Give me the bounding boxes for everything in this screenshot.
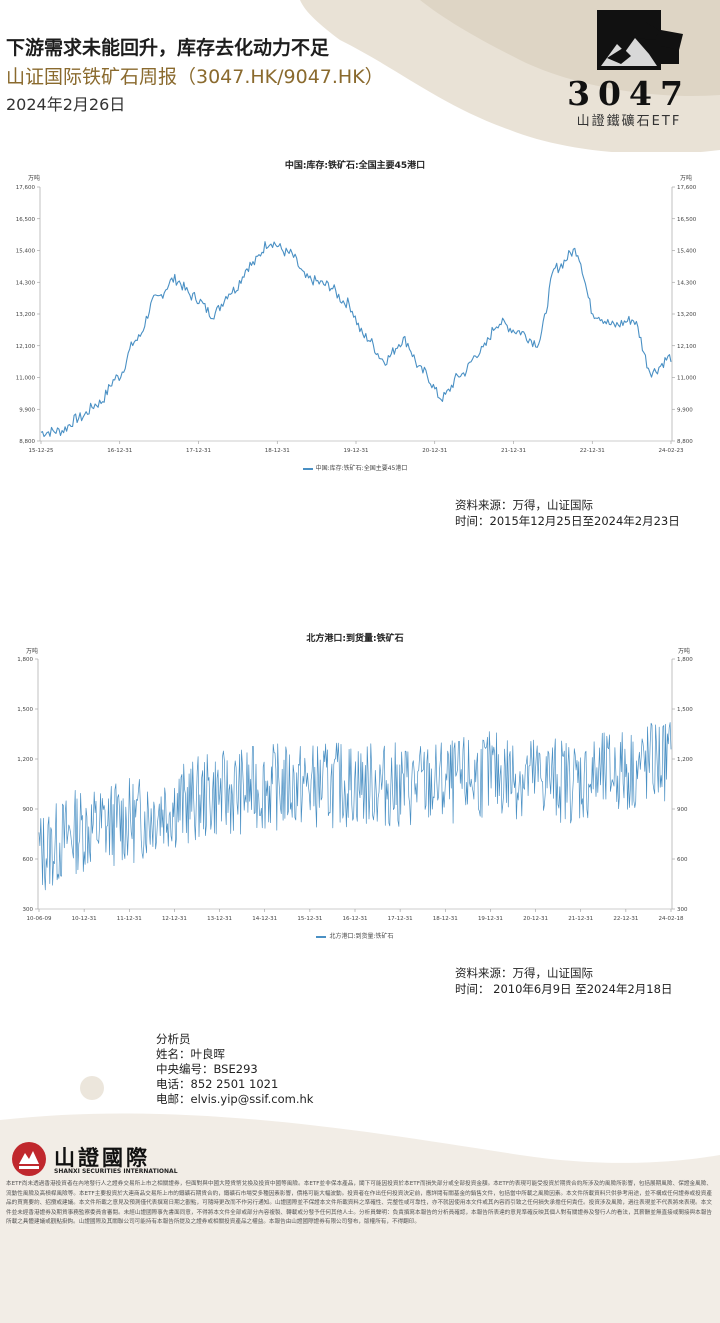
y-tick-label-right: 11,000 bbox=[677, 376, 697, 382]
source-text: 资料来源：万得，山证国际 bbox=[455, 966, 593, 980]
y-tick-label-right: 9,900 bbox=[677, 407, 693, 413]
company-name-en: SHANXI SECURITIES INTERNATIONAL bbox=[54, 1168, 178, 1175]
company-emblem-icon bbox=[12, 1142, 46, 1176]
chart2-source: 资料来源：万得，山证国际 时间： 2010年6月9日 至2024年2月18日 bbox=[455, 965, 672, 997]
y-tick-label-left: 8,800 bbox=[19, 439, 35, 445]
y-tick-label-left: 900 bbox=[23, 807, 34, 813]
legend-label: 中国:库存:铁矿石:全国主要45港口 bbox=[315, 465, 408, 472]
y-tick-label-left: 1,800 bbox=[17, 657, 33, 663]
chart-north-port-arrivals: 1,800 1,800 1,500 1,500 1,200 1,200 900 900 600 6… bbox=[17, 657, 693, 922]
time-range-text: 时间： 2010年6月9日 至2024年2月18日 bbox=[455, 982, 673, 996]
x-tick-label: 18-12-31 bbox=[265, 448, 290, 454]
chart-title: 北方港口:到货量:铁矿石 bbox=[306, 634, 404, 644]
y-tick-label-right: 15,400 bbox=[677, 249, 697, 255]
legend-swatch bbox=[302, 467, 313, 470]
etf-code: 3047 bbox=[567, 74, 691, 113]
y-tick-label-left: 600 bbox=[23, 857, 34, 863]
y-tick-label-right: 1,500 bbox=[677, 707, 693, 713]
analyst-phone: 电话：852 2501 1021 bbox=[156, 1077, 279, 1091]
report-header: 下游需求未能回升，库存去化动力不足 山证国际铁矿石周报（3047.HK/9047… bbox=[6, 34, 384, 118]
y-axis-unit-left: 万吨 bbox=[26, 648, 39, 655]
etf-logo: 3047 山證鐵礦石ETF bbox=[565, 8, 693, 132]
y-tick-label-left: 15,400 bbox=[16, 249, 36, 255]
y-tick-label-right: 17,600 bbox=[677, 185, 697, 191]
analyst-name: 姓名：叶良晖 bbox=[156, 1047, 225, 1061]
analyst-info: 分析员 姓名：叶良晖 中央编号：BSE293 电话：852 2501 1021 … bbox=[156, 1032, 313, 1107]
chart-panel-north-port-arrivals: 北方港口:到货量:铁矿石 万吨 万吨 1,800 1,800 1,500 1,500 1… bbox=[10, 625, 700, 945]
y-tick-label-left: 12,100 bbox=[16, 344, 36, 350]
x-tick-label: 17-12-31 bbox=[388, 916, 413, 922]
excavator-logo-icon bbox=[597, 10, 683, 70]
y-tick-label-left: 1,200 bbox=[17, 757, 33, 763]
x-tick-label: 22-12-31 bbox=[580, 448, 605, 454]
y-tick-label-right: 900 bbox=[677, 807, 688, 813]
chart-panel-port-inventory: 中国:库存:铁矿石:全国主要45港口 万吨 万吨 17,600 17,600 16,… bbox=[10, 152, 700, 482]
x-tick-label: 10-12-31 bbox=[72, 916, 97, 922]
x-tick-label: 20-12-31 bbox=[523, 916, 548, 922]
x-tick-label: 22-12-31 bbox=[613, 916, 638, 922]
x-tick-label: 12-12-31 bbox=[162, 916, 187, 922]
y-tick-label-right: 1,200 bbox=[677, 757, 693, 763]
x-tick-label: 21-12-31 bbox=[568, 916, 593, 922]
x-tick-label: 15-12-25 bbox=[29, 448, 54, 454]
y-tick-label-right: 16,500 bbox=[677, 217, 697, 223]
chart-legend: 中国:库存:铁矿石:全国主要45港口 bbox=[10, 463, 700, 472]
y-tick-label-left: 16,500 bbox=[16, 217, 36, 223]
x-tick-label: 21-12-31 bbox=[501, 448, 526, 454]
report-subtitle: 山证国际铁矿石周报（3047.HK/9047.HK） bbox=[6, 66, 384, 88]
x-tick-label: 16-12-31 bbox=[343, 916, 368, 922]
y-tick-label-left: 300 bbox=[23, 907, 34, 913]
time-range-text: 时间：2015年12月25日至2024年2月23日 bbox=[455, 514, 680, 528]
chart1-source: 资料来源：万得，山证国际 时间：2015年12月25日至2024年2月23日 bbox=[455, 497, 680, 529]
etf-name: 山證鐵礦石ETF bbox=[576, 114, 682, 129]
chart-legend: 北方港口:到货量:铁矿石 bbox=[10, 931, 700, 940]
x-tick-label: 19-12-31 bbox=[478, 916, 503, 922]
x-tick-label: 18-12-31 bbox=[433, 916, 458, 922]
analyst-id: 中央编号：BSE293 bbox=[156, 1062, 258, 1076]
source-text: 资料来源：万得，山证国际 bbox=[455, 498, 593, 512]
y-tick-label-left: 17,600 bbox=[16, 185, 36, 191]
x-tick-label: 15-12-31 bbox=[297, 916, 322, 922]
y-tick-label-left: 13,200 bbox=[16, 312, 36, 318]
legend-swatch bbox=[316, 935, 327, 938]
y-tick-label-right: 600 bbox=[677, 857, 688, 863]
chart-title: 中国:库存:铁矿石:全国主要45港口 bbox=[284, 161, 426, 171]
legend-label: 北方港口:到货量:铁矿石 bbox=[329, 933, 394, 940]
y-axis-unit-right: 万吨 bbox=[680, 175, 693, 182]
x-tick-label: 13-12-31 bbox=[207, 916, 232, 922]
x-tick-label: 20-12-31 bbox=[422, 448, 447, 454]
x-tick-label: 10-06-09 bbox=[27, 916, 52, 922]
company-name-cn: 山證國際 bbox=[54, 1146, 150, 1170]
y-tick-label-right: 8,800 bbox=[677, 439, 693, 445]
y-tick-label-left: 1,500 bbox=[17, 707, 33, 713]
analyst-heading: 分析员 bbox=[156, 1032, 191, 1046]
disclaimer-text: 本ETF尚未透過香港投資者在內地發行人之證券交易所上市之相關證券，但面對與中國大… bbox=[6, 1181, 712, 1226]
report-title: 下游需求未能回升，库存去化动力不足 bbox=[6, 37, 330, 59]
y-tick-label-right: 300 bbox=[677, 907, 688, 913]
report-date: 2024年2月26日 bbox=[6, 95, 126, 114]
y-axis-unit-right: 万吨 bbox=[678, 648, 691, 655]
x-tick-label: 16-12-31 bbox=[107, 448, 132, 454]
y-tick-label-left: 11,000 bbox=[16, 376, 36, 382]
y-tick-label-left: 9,900 bbox=[19, 407, 35, 413]
series-line bbox=[38, 722, 672, 891]
x-tick-label: 17-12-31 bbox=[186, 448, 211, 454]
series-line bbox=[40, 241, 672, 438]
x-tick-label: 24-02-18 bbox=[659, 916, 684, 922]
chart-port-inventory: 17,600 17,600 16,500 16,500 15,400 15,400 14,3… bbox=[16, 185, 697, 454]
y-tick-label-right: 13,200 bbox=[677, 312, 697, 318]
y-tick-label-right: 1,800 bbox=[677, 657, 693, 663]
x-tick-label: 24-02-23 bbox=[659, 448, 684, 454]
y-axis-unit-left: 万吨 bbox=[28, 175, 41, 182]
analyst-email[interactable]: 电邮：elvis.yip@ssif.com.hk bbox=[156, 1092, 314, 1106]
y-tick-label-right: 12,100 bbox=[677, 344, 697, 350]
y-tick-label-left: 14,300 bbox=[16, 280, 36, 286]
x-tick-label: 19-12-31 bbox=[344, 448, 369, 454]
x-tick-label: 14-12-31 bbox=[252, 916, 277, 922]
x-tick-label: 11-12-31 bbox=[117, 916, 142, 922]
y-tick-label-right: 14,300 bbox=[677, 280, 697, 286]
